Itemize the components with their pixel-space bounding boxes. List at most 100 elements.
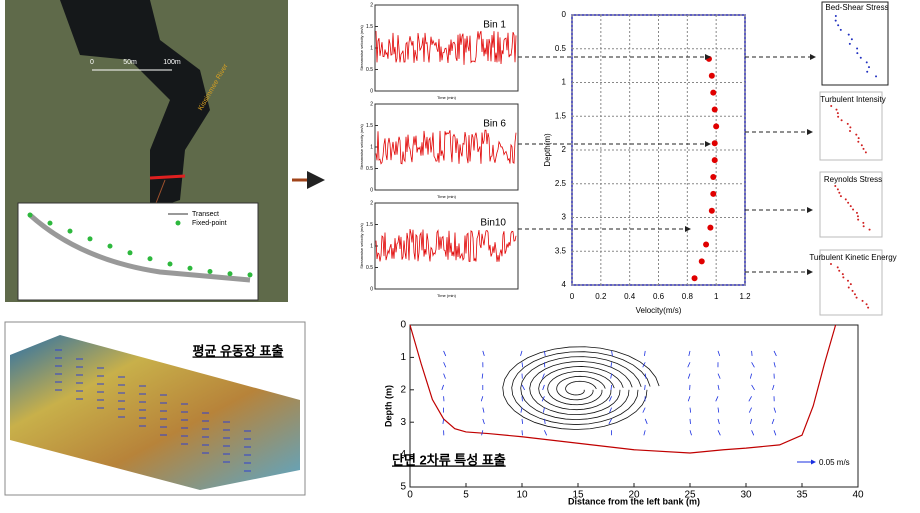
data-point: [710, 90, 716, 96]
y-tick-label: 2: [370, 2, 373, 8]
legend-label: Fixed-point: [192, 220, 227, 227]
mini-point: [857, 219, 859, 221]
mini-point: [838, 270, 840, 272]
y-tick-label: 0: [370, 187, 373, 193]
y-axis-label: Streamwise velocity (m/s): [359, 124, 364, 170]
mini-point: [851, 38, 853, 40]
y-tick-label: 3: [400, 417, 406, 428]
x-tick-label: 10: [516, 490, 528, 501]
mini-point: [862, 300, 864, 302]
mini-point: [854, 293, 856, 295]
y-tick-label: 1.5: [366, 222, 373, 228]
y-tick-label: 1.5: [366, 24, 373, 30]
data-point: [707, 225, 713, 231]
mini-point: [838, 192, 840, 194]
data-point: [709, 208, 715, 214]
mini-point: [866, 61, 868, 63]
data-point: [713, 123, 719, 129]
y-tick-label: 2: [562, 145, 567, 154]
x-tick-label: 5: [463, 490, 469, 501]
mini-point: [850, 283, 852, 285]
scale-label: 0.05 m/s: [819, 458, 850, 467]
y-tick-label: 2.5: [555, 179, 567, 188]
x-axis-label: Time (min): [437, 95, 457, 100]
inset-box: [18, 203, 258, 300]
mini-point: [856, 48, 858, 50]
fixed-point: [128, 250, 133, 255]
data-point: [712, 107, 718, 113]
mini-point: [866, 71, 868, 73]
mini-title: Bed-Shear Stress: [825, 3, 888, 12]
bin-label: Bin10: [480, 218, 506, 229]
mini-point: [849, 130, 851, 132]
data-point: [699, 258, 705, 264]
mini-point: [850, 205, 852, 207]
mini-point: [834, 185, 836, 187]
mini-point: [857, 215, 859, 217]
mini-point: [869, 229, 871, 231]
mini-point: [863, 225, 865, 227]
x-tick-label: 35: [796, 490, 808, 501]
mini-point: [858, 137, 860, 139]
mini-point: [861, 144, 863, 146]
fixed-point: [68, 229, 73, 234]
x-tick-label: 0.2: [595, 292, 607, 301]
x-tick-label: 0.4: [624, 292, 636, 301]
legend-label: Transect: [192, 211, 219, 218]
mini-point: [830, 105, 832, 107]
x-axis-label: Distance from the left bank (m): [568, 496, 700, 506]
mini-point: [837, 266, 839, 268]
mini-point: [857, 141, 859, 143]
x-tick-label: 0: [570, 292, 575, 301]
y-tick-label: 1.5: [555, 111, 567, 120]
y-tick-label: 0.5: [366, 166, 373, 172]
mini-point: [840, 195, 842, 197]
mini-point: [855, 134, 857, 136]
mini-point: [860, 57, 862, 59]
mini-point: [835, 15, 837, 17]
y-tick-label: 2: [370, 101, 373, 107]
fixed-point: [108, 244, 113, 249]
mini-title: Turbulent Kinetic Energy: [809, 253, 896, 262]
x-tick-label: 1.2: [739, 292, 751, 301]
fixed-point: [168, 261, 173, 266]
mini-point: [849, 126, 851, 128]
mini-point: [835, 20, 837, 22]
y-tick-label: 2: [370, 200, 373, 206]
transect-line: [150, 176, 185, 178]
mini-point: [856, 212, 858, 214]
fixed-point: [228, 271, 233, 276]
x-tick-label: 30: [740, 490, 752, 501]
y-tick-label: 2: [400, 384, 406, 395]
y-tick-label: 1: [370, 45, 373, 51]
mini-point: [842, 276, 844, 278]
y-axis-label: Depth(m): [543, 133, 552, 167]
y-tick-label: 1.5: [366, 123, 373, 129]
y-tick-label: 3: [562, 213, 567, 222]
data-point: [709, 73, 715, 79]
mini-point: [836, 109, 838, 111]
mini-point: [847, 280, 849, 282]
y-tick-label: 0.5: [555, 44, 567, 53]
data-point: [710, 174, 716, 180]
mini-point: [840, 29, 842, 31]
mini-point: [852, 209, 854, 211]
mini-point: [863, 148, 865, 150]
mini-point: [866, 303, 868, 305]
mini-point: [867, 307, 869, 309]
scale-label: 100m: [163, 59, 181, 66]
y-tick-label: 0: [370, 88, 373, 94]
mini-point: [841, 119, 843, 121]
mini-point: [837, 116, 839, 118]
y-tick-label: 0: [400, 320, 406, 331]
mini-plot: [822, 2, 888, 85]
mini-point: [849, 43, 851, 45]
fixed-point: [208, 269, 213, 274]
y-tick-label: 4: [562, 280, 567, 289]
data-point: [692, 275, 698, 281]
y-tick-label: 1: [370, 144, 373, 150]
ts-frame: [375, 5, 518, 91]
y-tick-label: 0.5: [366, 67, 373, 73]
data-point: [712, 140, 718, 146]
mini-title: Reynolds Stress: [824, 175, 882, 184]
